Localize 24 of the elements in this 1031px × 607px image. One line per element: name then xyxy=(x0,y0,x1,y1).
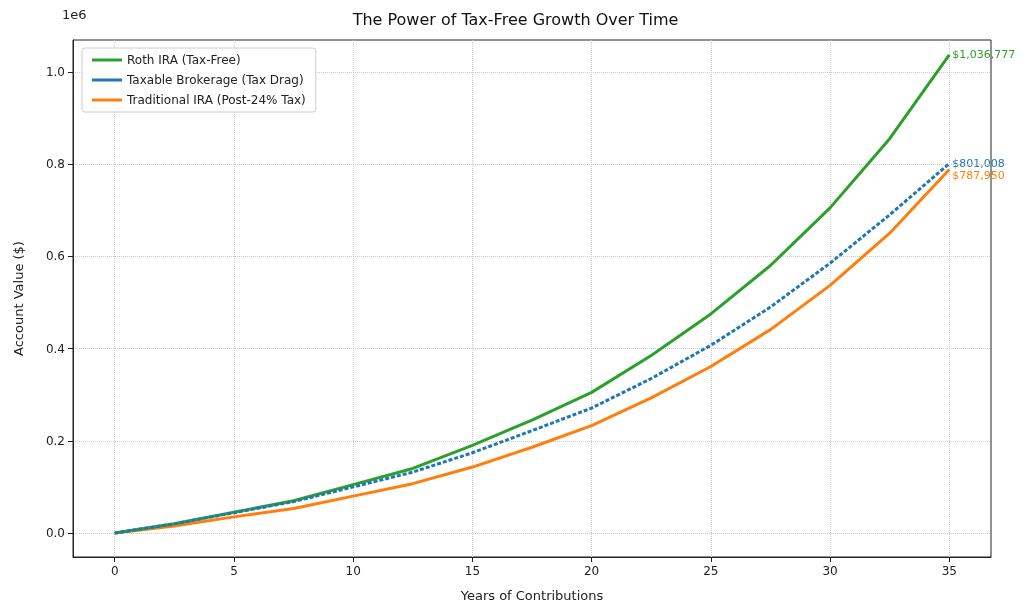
annotation: $787,950 xyxy=(952,169,1005,183)
text: 1e6 xyxy=(62,7,87,22)
legend-label: Taxable Brokerage (Tax Drag) xyxy=(126,73,304,87)
x-tick-label: 30 xyxy=(822,564,838,578)
y-tick-label: 0.2 xyxy=(45,433,65,448)
legend-label: Traditional IRA (Post-24% Tax) xyxy=(126,93,306,107)
legend-label: Roth IRA (Tax-Free) xyxy=(127,53,241,67)
x-tick-label: 20 xyxy=(583,564,600,578)
x-tick-label: 5 xyxy=(230,564,238,578)
x-axis-title: Years of Contributions xyxy=(459,588,604,603)
chart-title: The Power of Tax-Free Growth Over Time xyxy=(351,9,679,29)
annotation: $1,036,777 xyxy=(952,48,1016,62)
y-tick-label: 0.0 xyxy=(45,526,65,541)
x-tick-label: 35 xyxy=(941,564,957,578)
x-tick-label: 10 xyxy=(345,564,361,578)
x-tick-label: 25 xyxy=(703,564,719,578)
y-tick-label: 0.8 xyxy=(45,157,65,172)
y-tick-label: 0.4 xyxy=(45,341,65,356)
y-tick-label: 0.6 xyxy=(45,249,65,264)
y-axis-title: Account Value ($) xyxy=(11,241,26,356)
y-tick-label: 1.0 xyxy=(45,64,65,79)
x-tick-label: 15 xyxy=(464,564,481,578)
annotation: $801,008 xyxy=(952,157,1005,171)
x-tick-label: 0 xyxy=(110,564,119,578)
